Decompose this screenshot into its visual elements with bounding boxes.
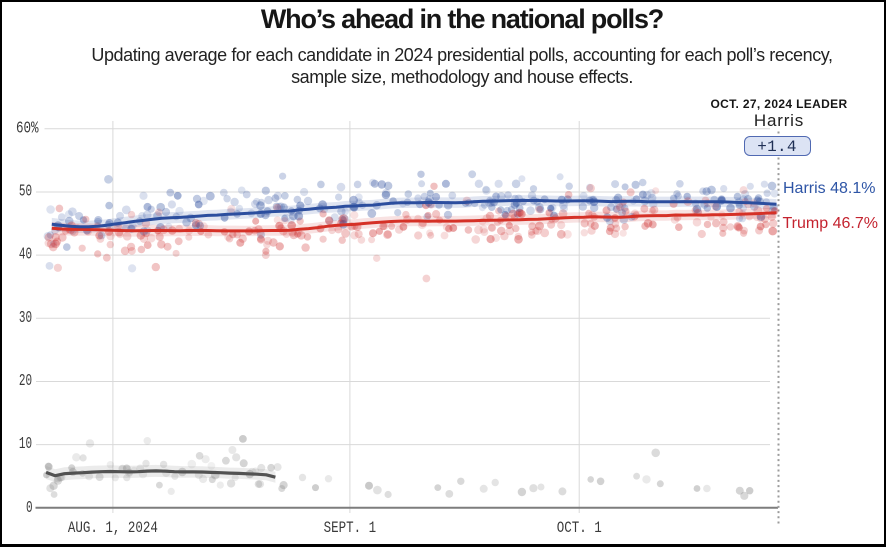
svg-text:AUG. 1, 2024: AUG. 1, 2024	[68, 519, 158, 537]
svg-text:30: 30	[19, 308, 32, 327]
svg-text:40: 40	[19, 245, 32, 264]
svg-text:60%: 60%	[16, 118, 39, 137]
svg-text:10: 10	[19, 434, 32, 453]
svg-text:0: 0	[26, 498, 33, 517]
svg-text:SEPT. 1: SEPT. 1	[324, 519, 377, 537]
svg-text:50: 50	[19, 182, 32, 201]
svg-text:20: 20	[19, 371, 32, 390]
svg-text:OCT. 1: OCT. 1	[557, 519, 602, 537]
